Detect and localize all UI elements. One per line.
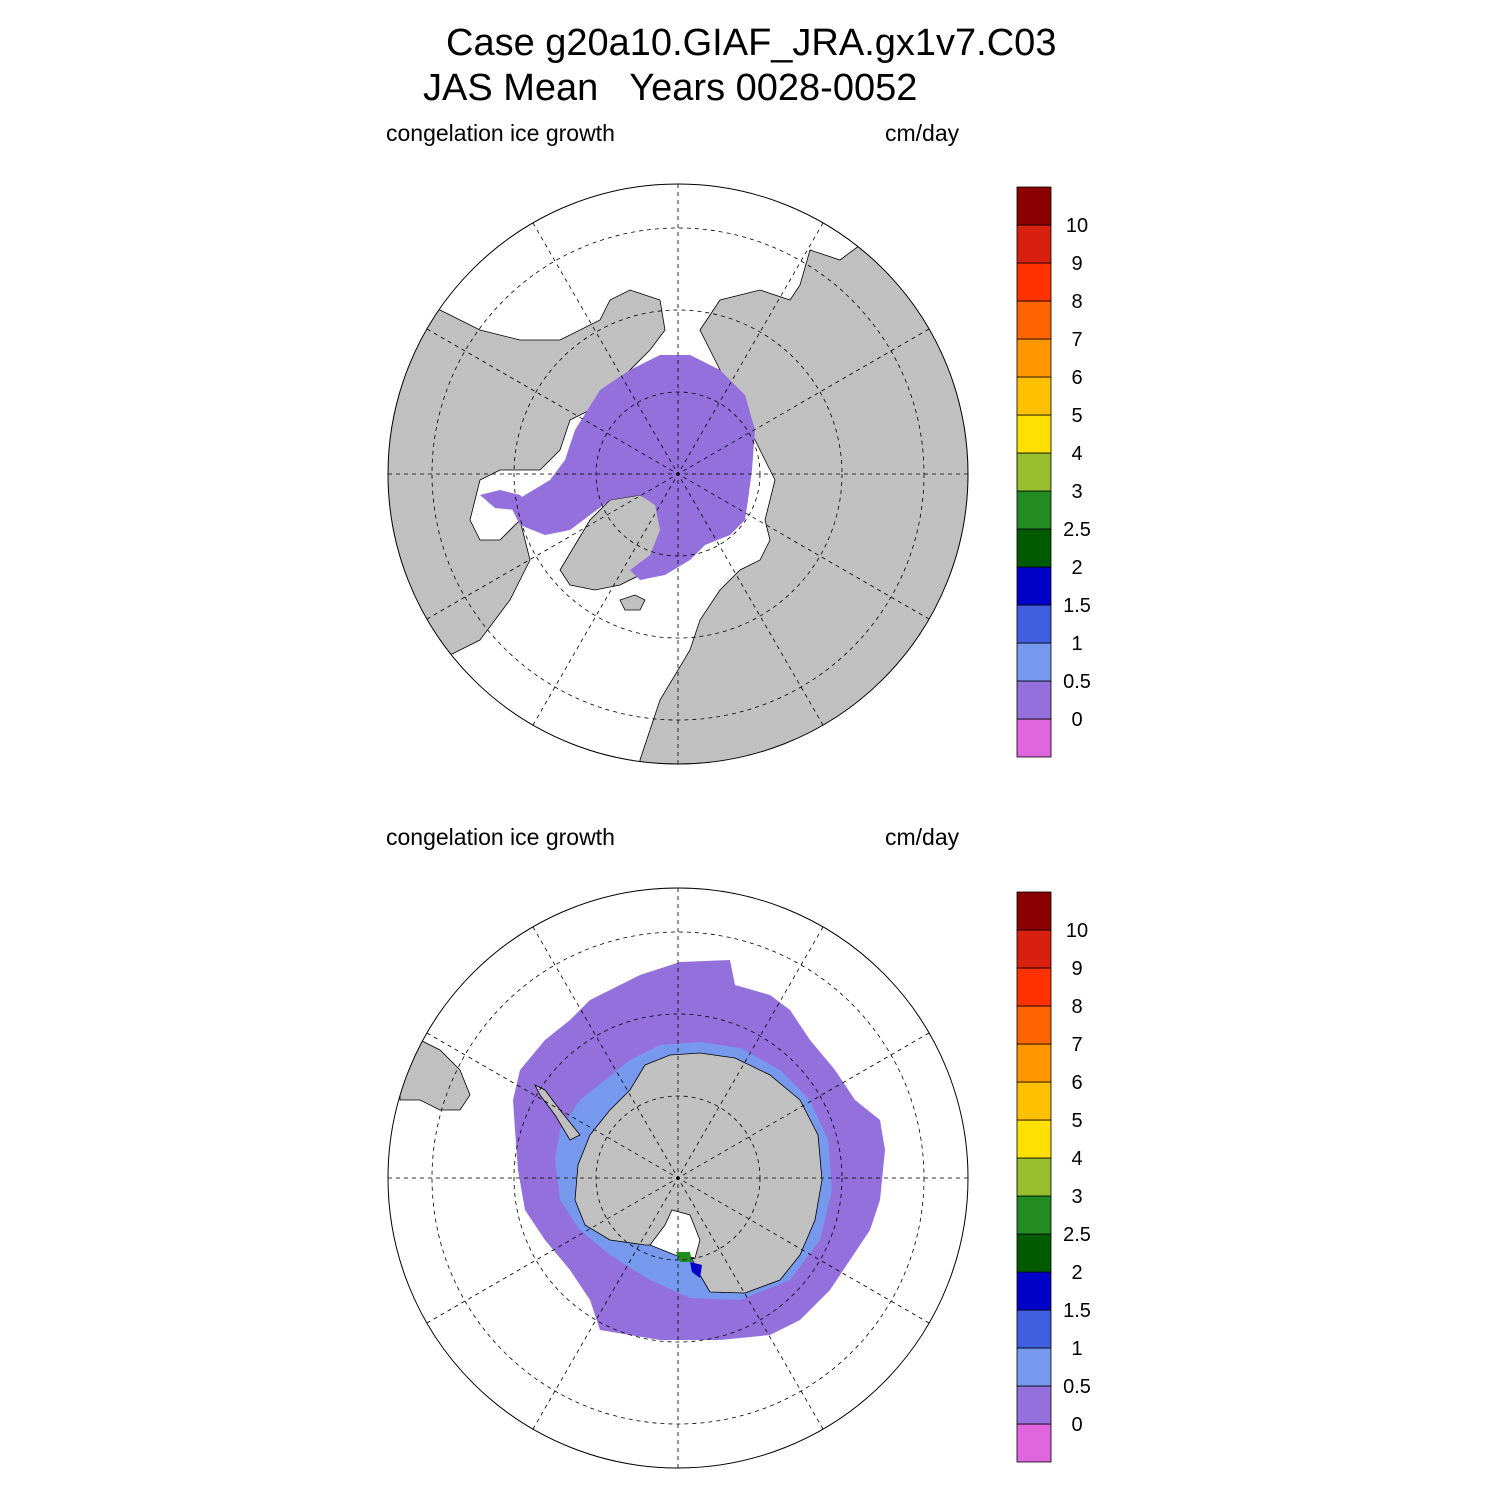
south-colorbar-box: [1016, 1233, 1052, 1273]
south-colorbar-box: [1016, 1005, 1052, 1045]
south-colorbar-label: 3: [1071, 1186, 1082, 1208]
north-colorbar-box: [1016, 680, 1052, 720]
south-land-peninsula: [534, 1084, 581, 1141]
south-colorbar-label: 7: [1071, 1034, 1082, 1056]
north-land-america: [388, 289, 666, 701]
south-colorbar-box: [1016, 1309, 1052, 1349]
north-colorbar-box: [1016, 414, 1052, 454]
south-graticule: [388, 888, 968, 1468]
south-colorbar-box: [1016, 1081, 1052, 1121]
south-colorbar-box: [1016, 1347, 1052, 1387]
north-colorbar-box: [1016, 186, 1052, 226]
south-colorbar-label: 10: [1066, 920, 1088, 942]
south-colorbar-box: [1016, 929, 1052, 969]
south-units-label: cm/day: [885, 824, 960, 850]
north-colorbar-box: [1016, 528, 1052, 568]
south-colorbar-box: [1016, 1195, 1052, 1235]
north-colorbar-label: 2: [1071, 557, 1082, 579]
south-colorbar-box: [1016, 1385, 1052, 1425]
north-sea-ice: [510, 355, 755, 580]
south-colorbar-box: [1016, 1271, 1052, 1311]
south-colorbar-box: [1016, 1423, 1052, 1463]
north-variable-label: congelation ice growth: [386, 120, 615, 146]
south-colorbar: 0 0.5 1 1.5 2 2.5 3 4 5 6 7 8 9 10: [1016, 891, 1091, 1463]
north-colorbar-label: 1: [1071, 633, 1082, 655]
north-colorbar-label: 9: [1071, 253, 1082, 275]
south-variable-label: congelation ice growth: [386, 824, 615, 850]
north-colorbar-box: [1016, 452, 1052, 492]
north-colorbar-box: [1016, 604, 1052, 644]
north-colorbar-label: 6: [1071, 367, 1082, 389]
north-colorbar: 0 0.5 1 1.5 2 2.5 3 4 5 6 7 8 9 10: [1016, 186, 1091, 758]
north-colorbar-box: [1016, 300, 1052, 340]
south-land-south-america: [399, 1039, 471, 1111]
north-colorbar-label: 7: [1071, 329, 1082, 351]
north-colorbar-box: [1016, 718, 1052, 758]
north-sea-ice-baffin: [480, 490, 530, 510]
north-colorbar-label: 0.5: [1063, 671, 1091, 693]
south-colorbar-label: 2: [1071, 1262, 1082, 1284]
north-colorbar-box: [1016, 338, 1052, 378]
north-colorbar-box: [1016, 566, 1052, 606]
north-colorbar-box: [1016, 642, 1052, 682]
south-colorbar-label: 2.5: [1063, 1224, 1091, 1246]
south-colorbar-box: [1016, 967, 1052, 1007]
north-colorbar-label: 2.5: [1063, 519, 1091, 541]
north-colorbar-box: [1016, 490, 1052, 530]
south-colorbar-box: [1016, 1119, 1052, 1159]
south-colorbar-box: [1016, 1043, 1052, 1083]
south-polar-map: [387, 887, 969, 1469]
north-colorbar-label: 8: [1071, 291, 1082, 313]
south-colorbar-box: [1016, 1157, 1052, 1197]
south-colorbar-label: 6: [1071, 1072, 1082, 1094]
south-colorbar-label: 0.5: [1063, 1376, 1091, 1398]
south-map-border: [387, 887, 969, 1469]
south-dark-blue-patch: [690, 1262, 702, 1278]
south-colorbar-label: 0: [1071, 1414, 1082, 1436]
north-units-label: cm/day: [885, 120, 960, 146]
title-case: Case g20a10.GIAF_JRA.gx1v7.C03: [446, 22, 1057, 64]
north-map-border: [387, 183, 969, 765]
north-colorbar-label: 5: [1071, 405, 1082, 427]
north-colorbar-label: 4: [1071, 443, 1082, 465]
north-colorbar-label: 1.5: [1063, 595, 1091, 617]
south-land-antarctica: [574, 1052, 823, 1294]
north-colorbar-label: 10: [1066, 215, 1088, 237]
north-land-iceland: [619, 594, 646, 611]
north-colorbar-box: [1016, 376, 1052, 416]
south-high-growth-patch: [676, 1252, 692, 1262]
south-colorbar-label: 5: [1071, 1110, 1082, 1132]
north-colorbar-box: [1016, 224, 1052, 264]
north-colorbar-label: 0: [1071, 709, 1082, 731]
south-colorbar-label: 4: [1071, 1148, 1082, 1170]
title-period: JAS Mean Years 0028-0052: [423, 67, 918, 109]
south-colorbar-box: [1016, 891, 1052, 931]
south-colorbar-label: 9: [1071, 958, 1082, 980]
north-polar-map: [387, 183, 969, 765]
north-colorbar-box: [1016, 262, 1052, 302]
south-colorbar-label: 8: [1071, 996, 1082, 1018]
north-colorbar-label: 3: [1071, 481, 1082, 503]
south-colorbar-label: 1: [1071, 1338, 1082, 1360]
south-colorbar-label: 1.5: [1063, 1300, 1091, 1322]
north-graticule: [388, 184, 968, 764]
